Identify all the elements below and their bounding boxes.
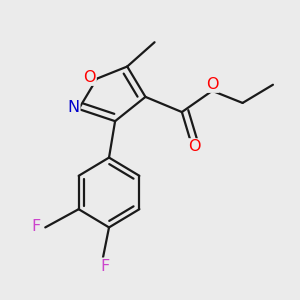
Text: O: O	[188, 140, 201, 154]
Text: O: O	[83, 70, 95, 85]
Text: N: N	[67, 100, 79, 115]
Text: O: O	[206, 76, 218, 92]
Text: F: F	[101, 259, 110, 274]
Text: F: F	[31, 219, 40, 234]
